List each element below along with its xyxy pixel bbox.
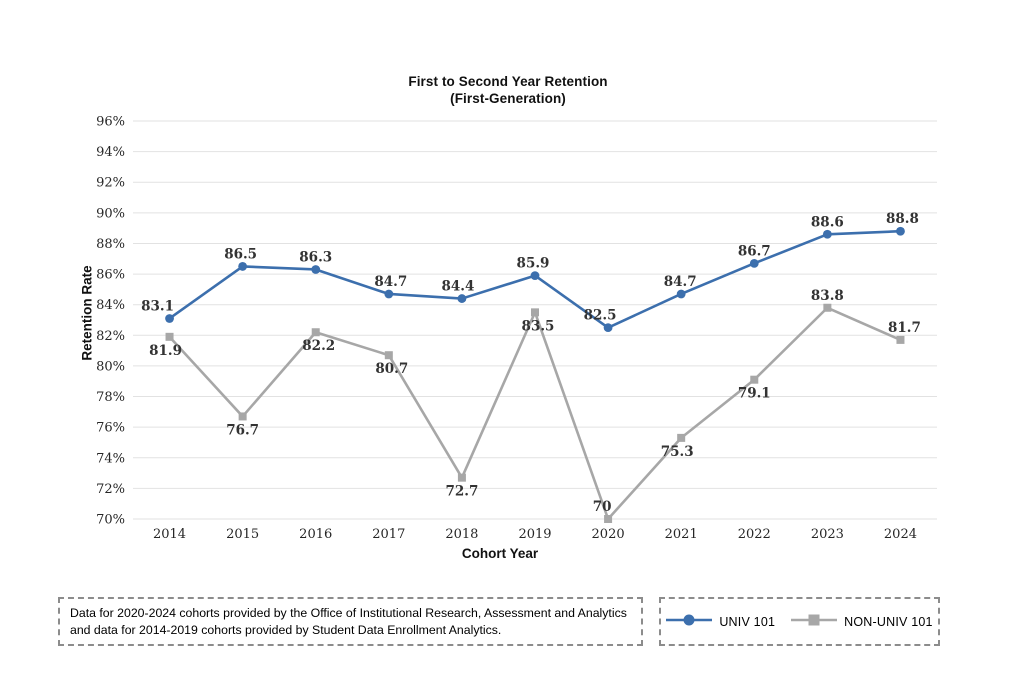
data-point-label: 86.5 xyxy=(224,246,257,262)
univ101-line-circle-swatch-icon xyxy=(666,613,713,630)
legend-label-univ101: UNIV 101 xyxy=(719,614,776,629)
data-point-marker xyxy=(457,294,467,303)
data-point-marker xyxy=(823,303,832,312)
data-point-marker xyxy=(457,473,466,482)
legend-swatch-graphic xyxy=(666,614,713,626)
data-point-marker xyxy=(238,262,248,271)
y-tick-label: 78% xyxy=(96,390,125,405)
data-point-marker xyxy=(165,314,174,323)
data-point-marker xyxy=(530,271,540,281)
data-point-marker xyxy=(822,229,832,239)
data-point-label: 76.7 xyxy=(226,422,259,438)
x-tick-label: 2016 xyxy=(299,527,332,542)
y-tick-label: 92% xyxy=(96,176,125,191)
y-tick-label: 88% xyxy=(96,237,125,252)
data-point-marker xyxy=(311,265,321,274)
data-point-label: 86.7 xyxy=(738,243,771,259)
y-tick-label: 72% xyxy=(96,482,125,497)
y-tick-label: 82% xyxy=(96,329,125,344)
y-tick-label: 74% xyxy=(96,451,125,466)
data-point-label: 83.1 xyxy=(141,298,174,314)
x-tick-label: 2018 xyxy=(445,527,478,542)
data-point-label: 72.7 xyxy=(445,484,478,500)
data-point-label: 84.7 xyxy=(374,274,407,290)
series-line-non-univ-101 xyxy=(168,306,901,521)
x-tick-label: 2023 xyxy=(811,527,844,542)
data-point-marker xyxy=(750,375,759,384)
data-point-marker xyxy=(165,332,174,341)
data-point-marker xyxy=(238,412,247,421)
x-tick-label: 2015 xyxy=(226,527,259,542)
data-point-marker xyxy=(604,515,613,523)
chart-title-line2: (First-Generation) xyxy=(450,91,566,106)
footnote-box: Data for 2020-2024 cohorts provided by t… xyxy=(58,597,643,646)
data-point-marker xyxy=(896,226,905,236)
data-point-marker xyxy=(311,328,320,337)
x-tick-label: 2014 xyxy=(153,527,186,542)
data-point-marker xyxy=(896,335,905,344)
data-point-label: 79.1 xyxy=(738,386,771,402)
data-point-label: 88.8 xyxy=(886,211,919,227)
data-point-marker xyxy=(603,323,613,333)
legend-label-non-univ101: NON-UNIV 101 xyxy=(844,614,933,629)
data-point-label: 82.5 xyxy=(584,308,617,324)
data-point-marker xyxy=(384,351,393,360)
y-tick-label: 94% xyxy=(96,145,125,160)
y-tick-label: 90% xyxy=(96,206,125,221)
data-point-label: 70 xyxy=(593,499,612,515)
x-tick-label: 2024 xyxy=(884,527,917,542)
x-tick-label: 2021 xyxy=(665,527,698,542)
retention-line-chart: 96% 94% 92% 90% 88% 86% 84% 82% 80% 78% 76% 74% 72% 7… xyxy=(96,115,937,542)
data-point-label: 85.9 xyxy=(517,256,550,272)
x-tick-label: 2020 xyxy=(592,527,625,542)
non-univ101-line-square-swatch-icon xyxy=(791,613,838,630)
x-axis-title: Cohort Year xyxy=(461,546,539,561)
legend-item-non-univ101: NON-UNIV 101 xyxy=(791,613,933,630)
y-tick-label: 84% xyxy=(96,298,125,313)
data-point-label: 88.6 xyxy=(811,214,844,230)
legend-box: UNIV 101 NON-UNIV 101 xyxy=(659,597,940,646)
data-point-label: 83.8 xyxy=(811,288,844,304)
y-tick-label: 76% xyxy=(96,421,125,436)
chart-title-line1: First to Second Year Retention xyxy=(408,74,608,89)
y-tick-label: 70% xyxy=(96,513,125,528)
x-tick-label: 2019 xyxy=(518,527,551,542)
data-point-label: 75.3 xyxy=(661,444,694,460)
data-point-marker xyxy=(749,258,759,268)
data-point-label: 86.3 xyxy=(299,249,332,265)
y-tick-label: 96% xyxy=(96,115,125,130)
data-point-label: 81.7 xyxy=(888,320,921,336)
data-point-label: 80.7 xyxy=(375,361,408,377)
data-point-label: 83.5 xyxy=(522,318,555,334)
legend-swatch-graphic xyxy=(791,614,838,626)
data-point-label: 82.2 xyxy=(302,338,335,354)
footnote-text: Data for 2020-2024 cohorts provided by t… xyxy=(70,606,627,637)
data-point-label: 84.4 xyxy=(441,279,474,295)
data-point-marker xyxy=(677,433,686,442)
y-tick-label: 80% xyxy=(96,359,125,374)
legend-item-univ101: UNIV 101 xyxy=(666,613,775,630)
data-point-marker xyxy=(676,289,686,299)
data-point-label: 81.9 xyxy=(149,343,182,359)
x-tick-label: 2022 xyxy=(738,527,771,542)
chart-title: First to Second Year Retention (First-Ge… xyxy=(0,73,1016,107)
data-point-marker xyxy=(531,308,539,317)
y-tick-label: 86% xyxy=(96,268,125,283)
data-point-label: 84.7 xyxy=(664,274,697,290)
x-tick-label: 2017 xyxy=(372,527,405,542)
data-point-marker xyxy=(384,289,394,299)
